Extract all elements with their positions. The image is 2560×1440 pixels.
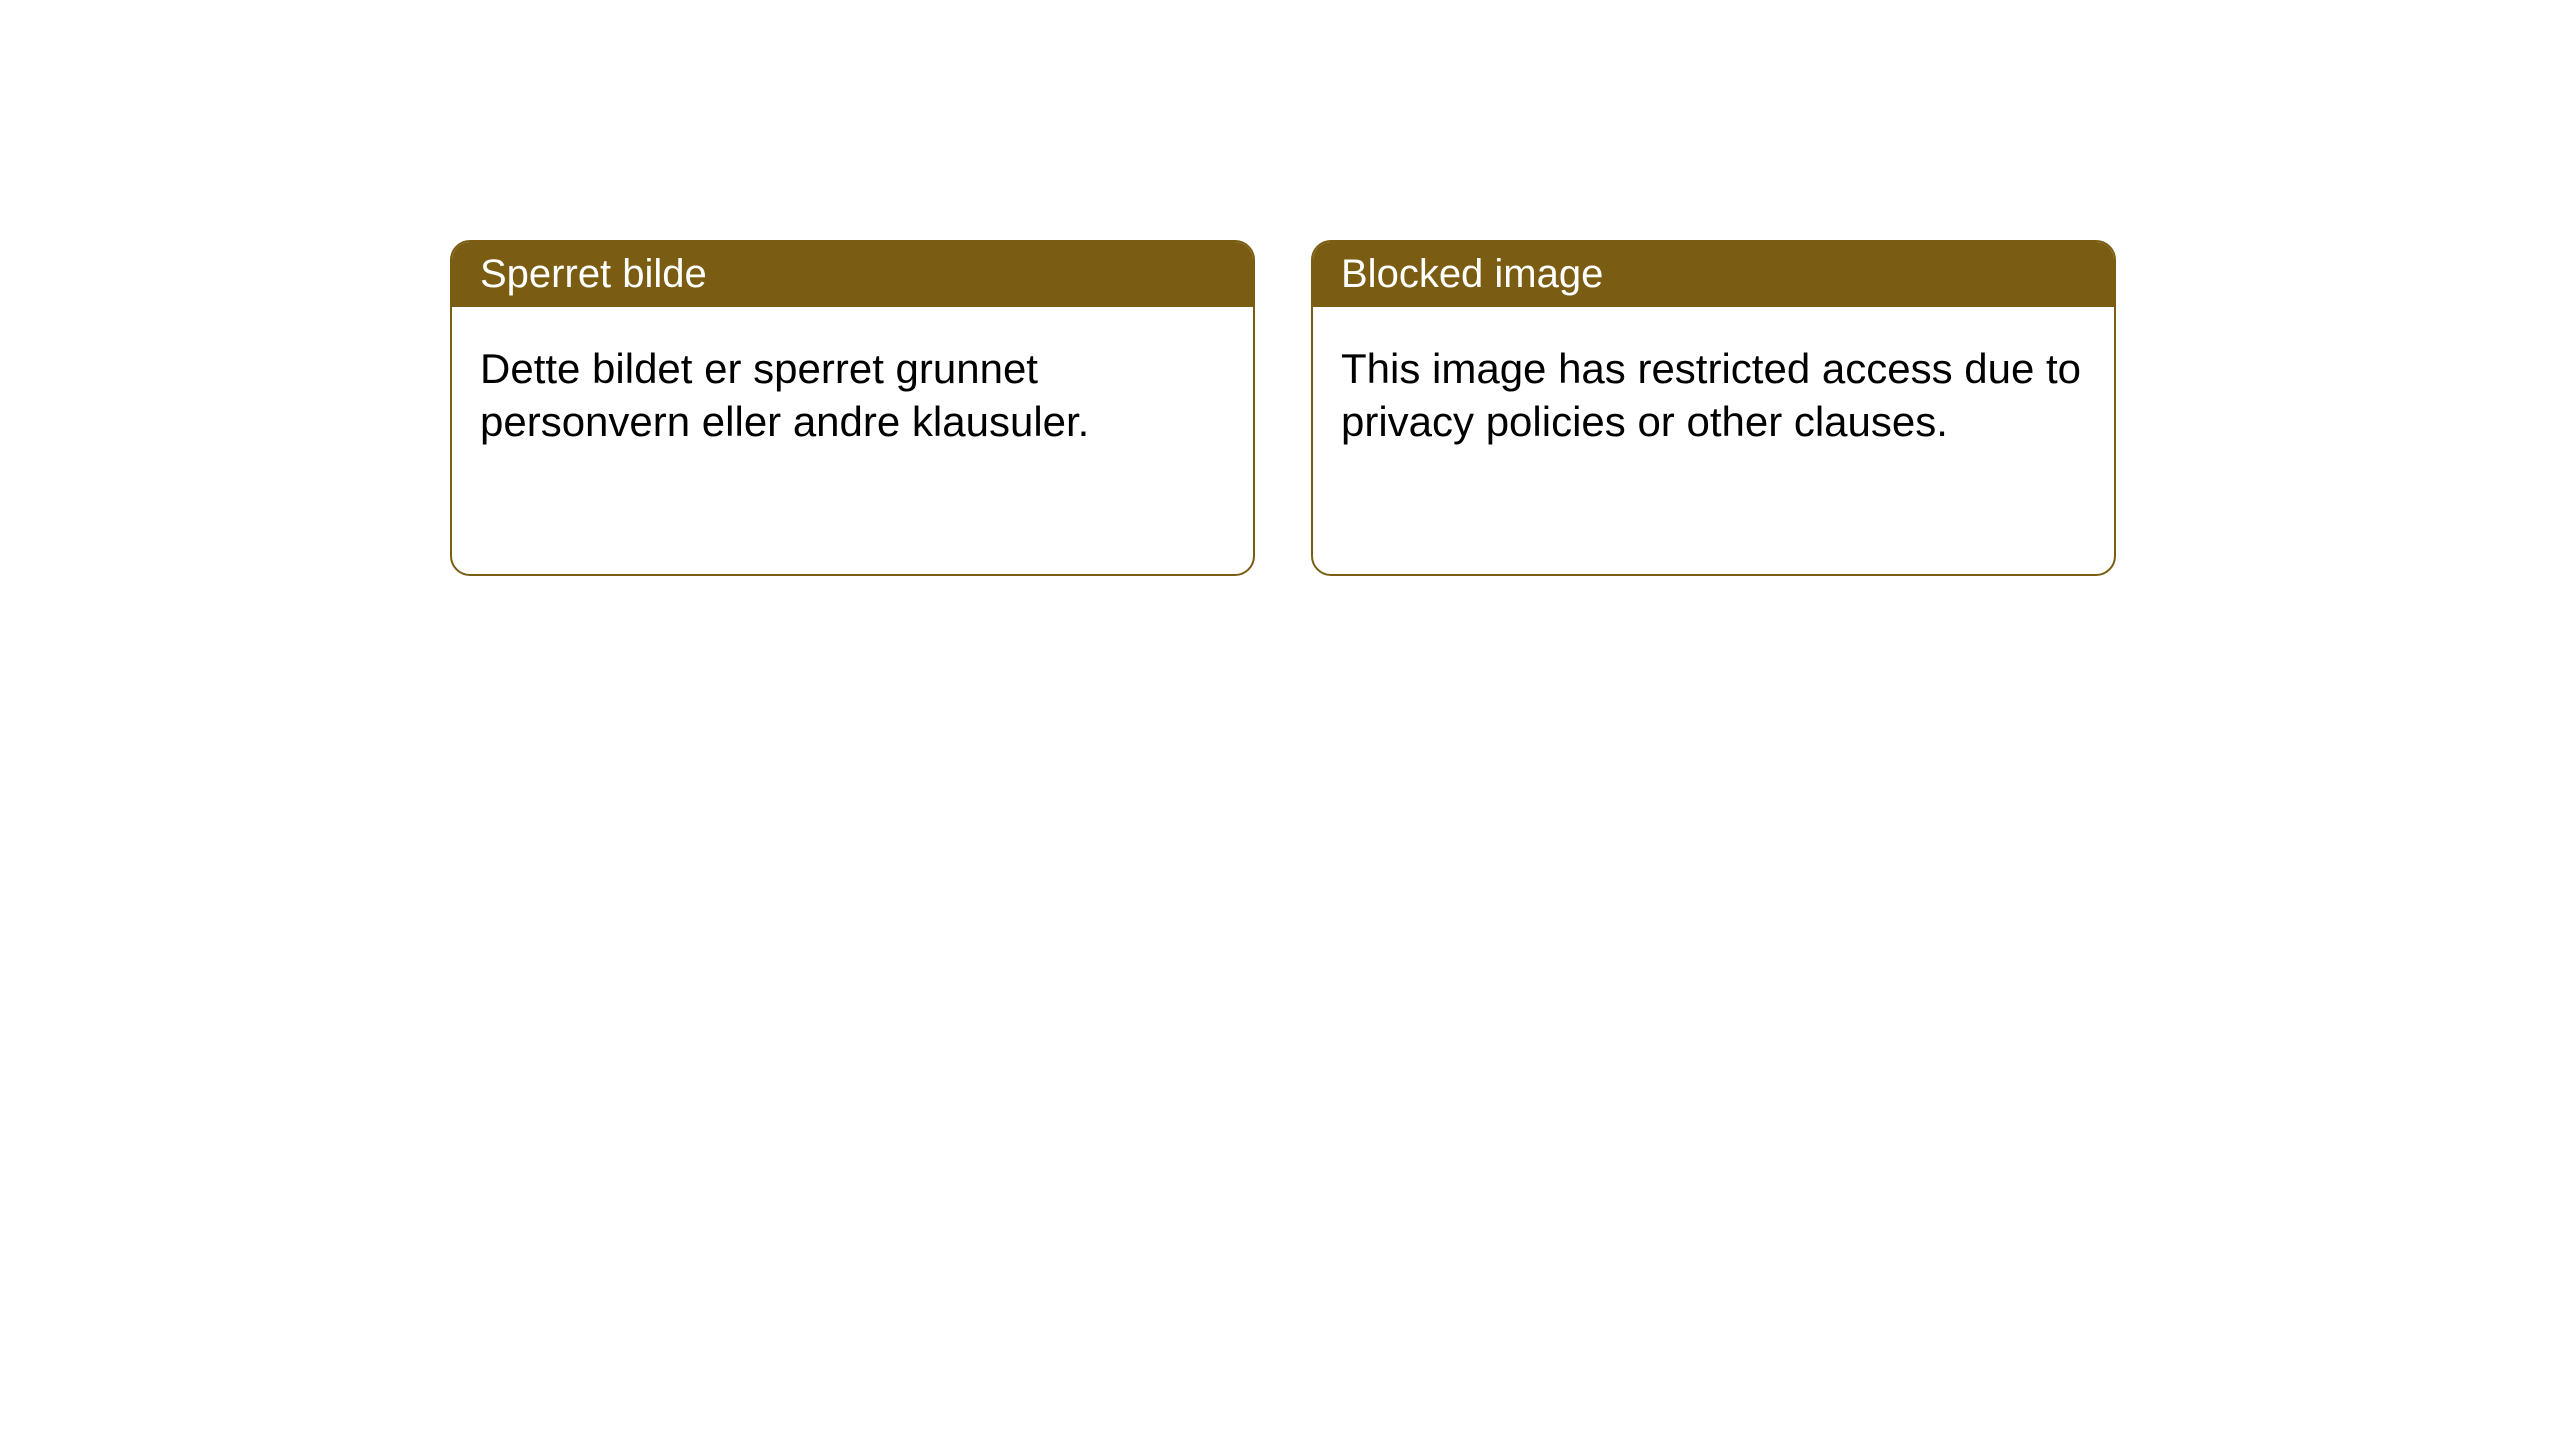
blocked-image-card-no: Sperret bilde Dette bildet er sperret gr…	[450, 240, 1255, 576]
card-body: Dette bildet er sperret grunnet personve…	[452, 307, 1253, 484]
card-header: Sperret bilde	[452, 242, 1253, 307]
notice-cards-container: Sperret bilde Dette bildet er sperret gr…	[0, 0, 2560, 576]
card-header: Blocked image	[1313, 242, 2114, 307]
card-title: Blocked image	[1341, 252, 1603, 296]
blocked-image-card-en: Blocked image This image has restricted …	[1311, 240, 2116, 576]
card-body-text: This image has restricted access due to …	[1341, 345, 2081, 445]
card-body: This image has restricted access due to …	[1313, 307, 2114, 484]
card-body-text: Dette bildet er sperret grunnet personve…	[480, 345, 1089, 445]
card-title: Sperret bilde	[480, 252, 707, 296]
